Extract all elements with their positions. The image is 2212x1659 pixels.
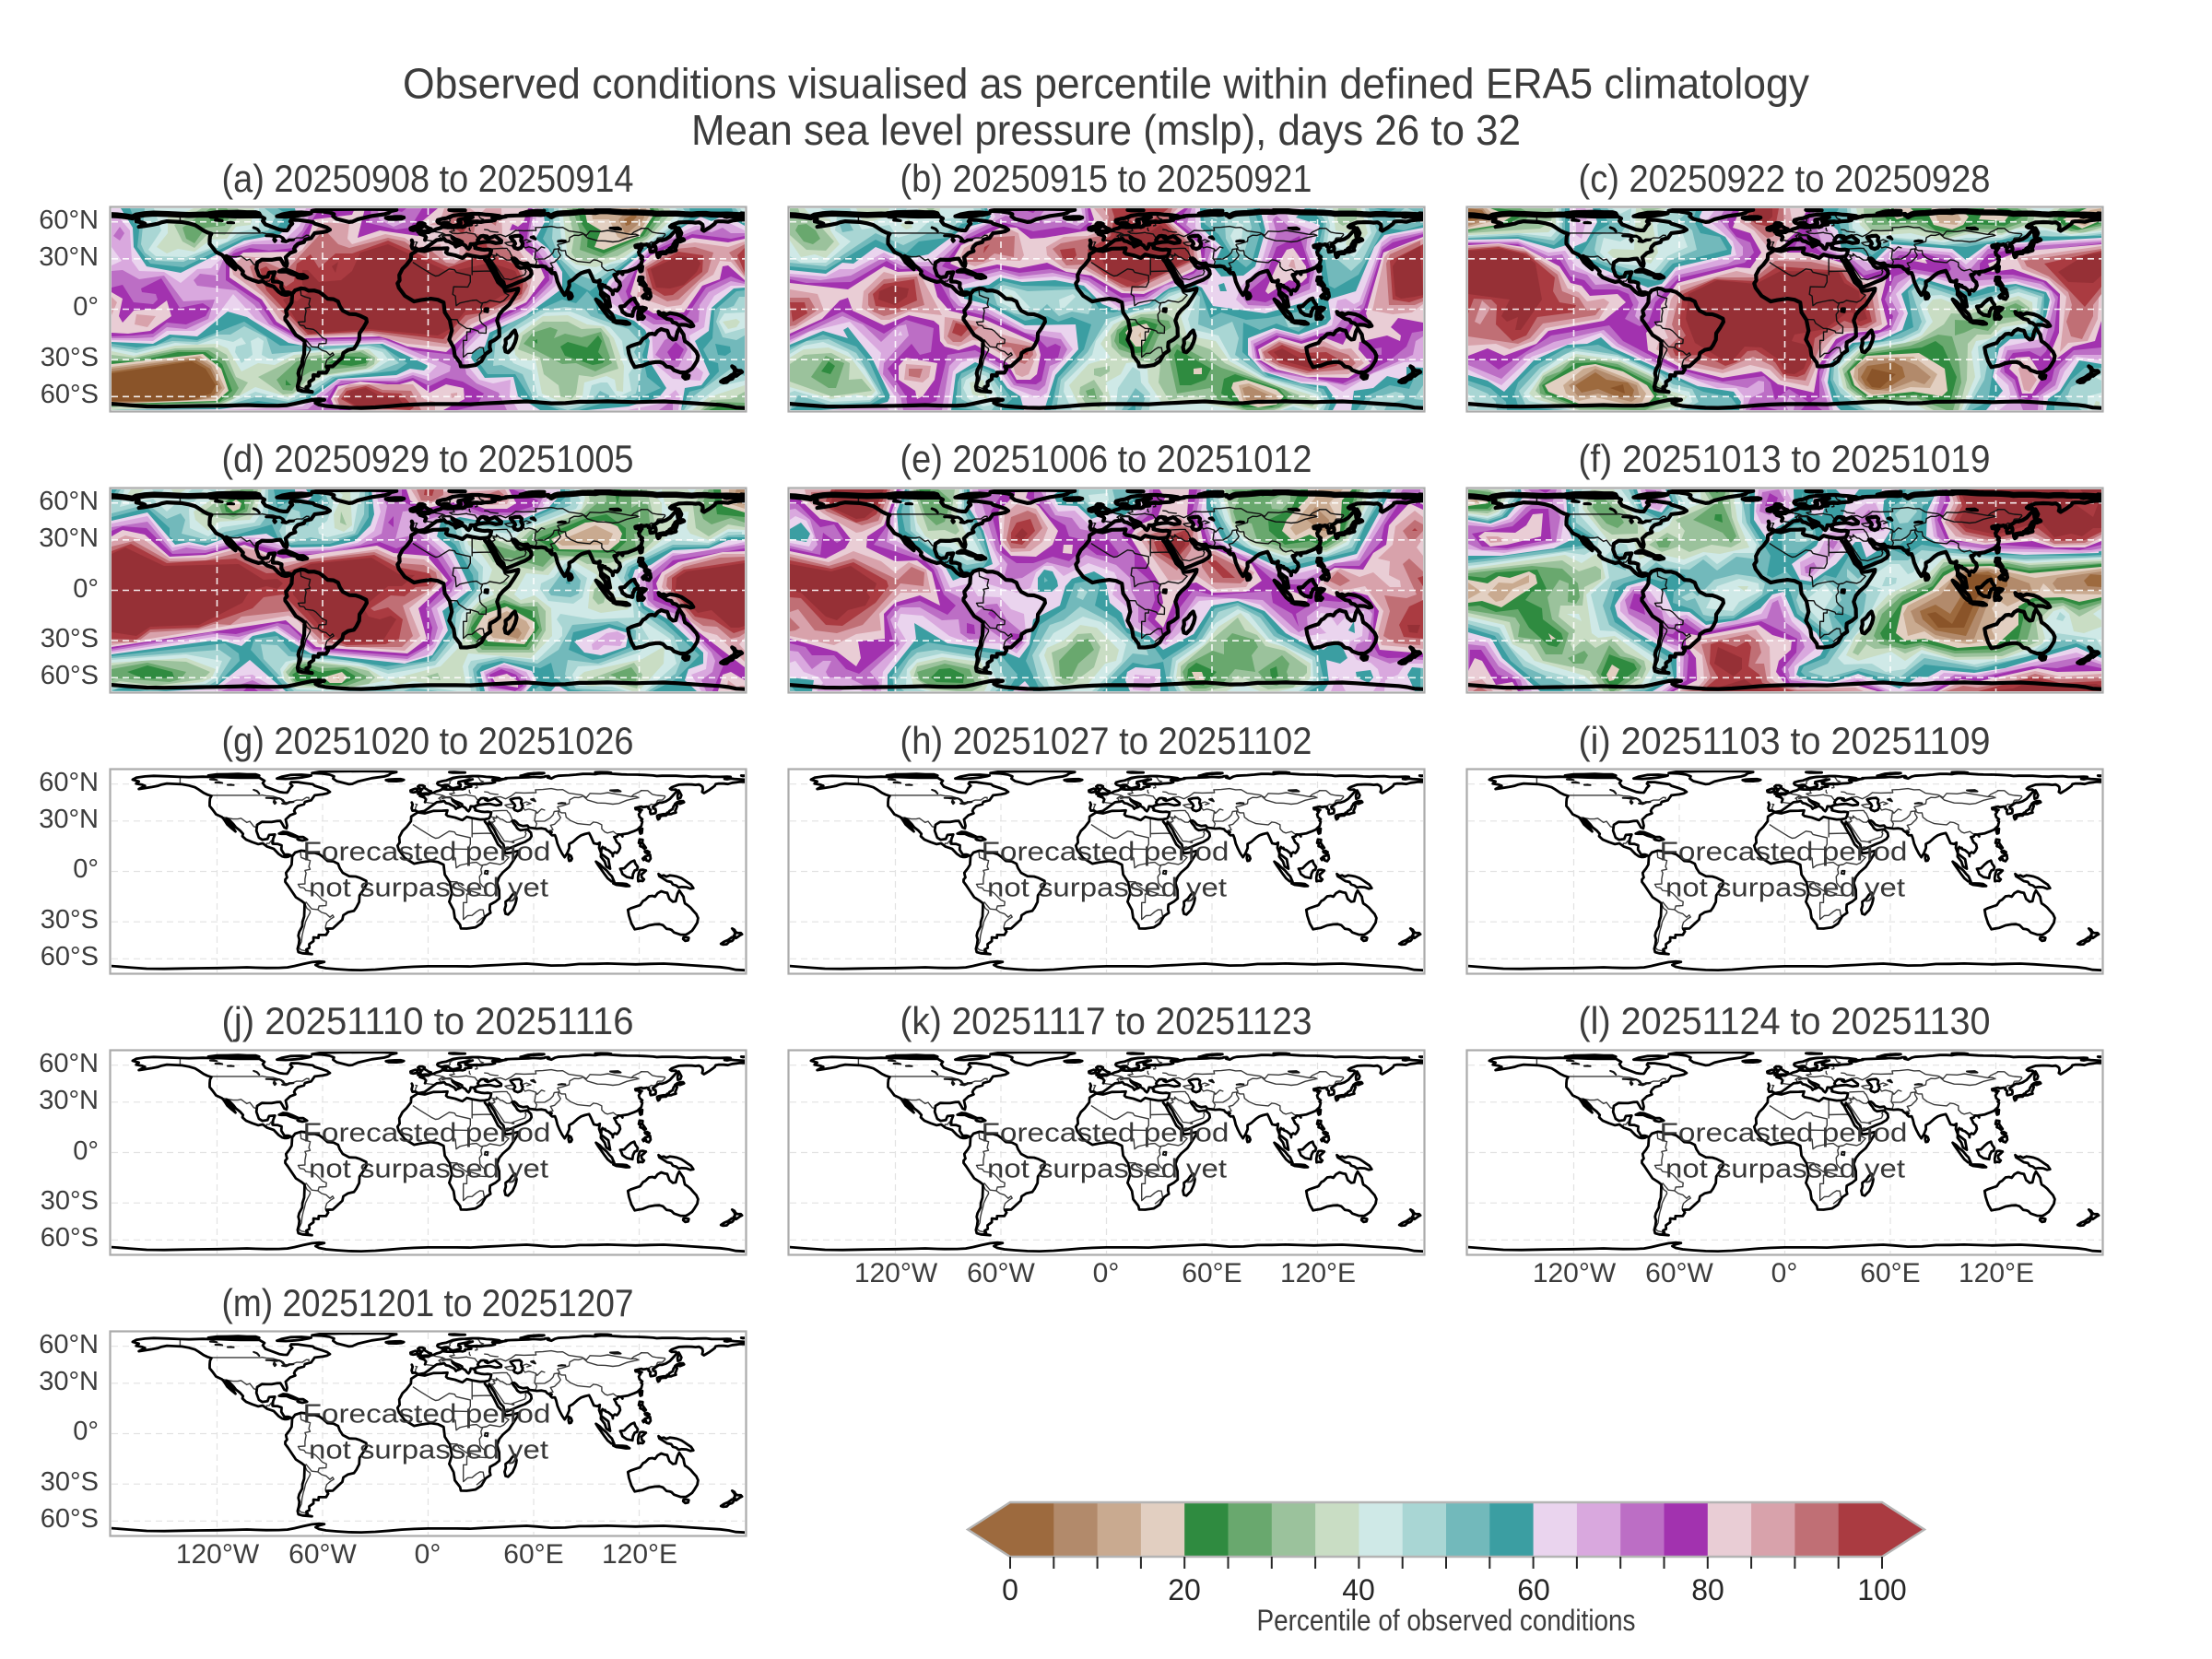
svg-text:(e) 20251006 to 20251012: (e) 20251006 to 20251012 — [900, 437, 1312, 480]
svg-text:60°N: 60°N — [39, 487, 99, 516]
svg-text:30°N: 30°N — [39, 242, 99, 272]
svg-text:60°E: 60°E — [1860, 1258, 1920, 1288]
svg-text:0°: 0° — [1093, 1258, 1120, 1288]
svg-text:60°E: 60°E — [503, 1539, 563, 1570]
svg-text:120°W: 120°W — [1533, 1258, 1617, 1288]
svg-text:not surpassed yet: not surpassed yet — [309, 1436, 548, 1465]
svg-text:0°: 0° — [73, 854, 99, 884]
svg-text:not surpassed yet: not surpassed yet — [1665, 874, 1905, 903]
svg-text:40: 40 — [1342, 1573, 1375, 1606]
svg-text:60°W: 60°W — [288, 1539, 357, 1570]
svg-text:60°N: 60°N — [39, 1330, 99, 1359]
svg-text:(f) 20251013 to 20251019: (f) 20251013 to 20251019 — [1579, 437, 1991, 480]
svg-text:0°: 0° — [73, 292, 99, 322]
svg-text:0°: 0° — [73, 1417, 99, 1446]
svg-text:30°S: 30°S — [41, 624, 99, 653]
svg-text:30°N: 30°N — [39, 1367, 99, 1396]
svg-text:(a) 20250908 to 20250914: (a) 20250908 to 20250914 — [222, 157, 634, 200]
svg-text:30°S: 30°S — [41, 343, 99, 372]
svg-text:0°: 0° — [73, 574, 99, 604]
svg-text:60°S: 60°S — [41, 942, 99, 971]
svg-text:(k) 20251117 to 20251123: (k) 20251117 to 20251123 — [900, 999, 1312, 1042]
svg-text:30°S: 30°S — [41, 1186, 99, 1216]
svg-text:Forecasted period: Forecasted period — [982, 838, 1230, 867]
svg-text:20: 20 — [1168, 1573, 1201, 1606]
svg-text:Observed conditions visualised: Observed conditions visualised as percen… — [403, 60, 1809, 108]
svg-text:(b) 20250915 to 20250921: (b) 20250915 to 20250921 — [900, 157, 1312, 200]
svg-text:Forecasted period: Forecasted period — [303, 1400, 551, 1430]
svg-text:30°S: 30°S — [41, 905, 99, 935]
svg-text:(i) 20251103 to 20251109: (i) 20251103 to 20251109 — [1579, 719, 1991, 762]
svg-text:60°W: 60°W — [967, 1258, 1035, 1288]
svg-text:120°W: 120°W — [176, 1539, 260, 1570]
svg-text:60°W: 60°W — [1645, 1258, 1713, 1288]
svg-text:Forecasted period: Forecasted period — [1660, 1119, 1908, 1148]
svg-text:60°S: 60°S — [41, 1223, 99, 1253]
svg-text:60°N: 60°N — [39, 1049, 99, 1078]
svg-text:(m) 20251201 to 20251207: (m) 20251201 to 20251207 — [222, 1281, 634, 1324]
svg-text:not surpassed yet: not surpassed yet — [309, 1155, 548, 1184]
svg-text:0: 0 — [1002, 1573, 1018, 1606]
svg-text:120°W: 120°W — [854, 1258, 938, 1288]
svg-text:30°N: 30°N — [39, 524, 99, 553]
svg-text:Forecasted period: Forecasted period — [1660, 838, 1908, 867]
svg-text:not surpassed yet: not surpassed yet — [309, 874, 548, 903]
svg-text:Percentile of observed conditi: Percentile of observed conditions — [1257, 1604, 1636, 1637]
svg-text:80: 80 — [1691, 1573, 1724, 1606]
svg-text:0°: 0° — [415, 1539, 441, 1570]
svg-text:120°E: 120°E — [1959, 1258, 2034, 1288]
svg-text:60°N: 60°N — [39, 768, 99, 797]
svg-text:60°N: 60°N — [39, 206, 99, 235]
svg-text:0°: 0° — [1771, 1258, 1798, 1288]
svg-text:30°N: 30°N — [39, 1086, 99, 1115]
svg-text:(c) 20250922 to 20250928: (c) 20250922 to 20250928 — [1579, 157, 1991, 200]
svg-text:30°N: 30°N — [39, 805, 99, 834]
svg-text:120°E: 120°E — [602, 1539, 677, 1570]
svg-text:not surpassed yet: not surpassed yet — [987, 1155, 1227, 1184]
svg-text:0°: 0° — [73, 1136, 99, 1166]
svg-text:60°S: 60°S — [41, 661, 99, 690]
svg-text:120°E: 120°E — [1280, 1258, 1356, 1288]
svg-text:Forecasted period: Forecasted period — [303, 1119, 551, 1148]
svg-text:(h) 20251027 to 20251102: (h) 20251027 to 20251102 — [900, 719, 1312, 762]
svg-text:Forecasted period: Forecasted period — [303, 838, 551, 867]
svg-text:30°S: 30°S — [41, 1467, 99, 1497]
svg-text:Forecasted period: Forecasted period — [982, 1119, 1230, 1148]
svg-text:60: 60 — [1517, 1573, 1550, 1606]
svg-text:60°S: 60°S — [41, 1504, 99, 1534]
svg-text:(l) 20251124 to 20251130: (l) 20251124 to 20251130 — [1579, 999, 1991, 1042]
svg-text:Mean sea level pressure (mslp): Mean sea level pressure (mslp), days 26 … — [691, 106, 1521, 154]
svg-text:(g) 20251020 to 20251026: (g) 20251020 to 20251026 — [222, 719, 634, 762]
svg-text:(j) 20251110 to 20251116: (j) 20251110 to 20251116 — [222, 999, 634, 1042]
svg-text:60°E: 60°E — [1182, 1258, 1241, 1288]
svg-text:100: 100 — [1857, 1573, 1906, 1606]
svg-text:(d) 20250929 to 20251005: (d) 20250929 to 20251005 — [222, 437, 634, 480]
svg-text:not surpassed yet: not surpassed yet — [1665, 1155, 1905, 1184]
svg-text:not surpassed yet: not surpassed yet — [987, 874, 1227, 903]
svg-text:60°S: 60°S — [41, 380, 99, 409]
